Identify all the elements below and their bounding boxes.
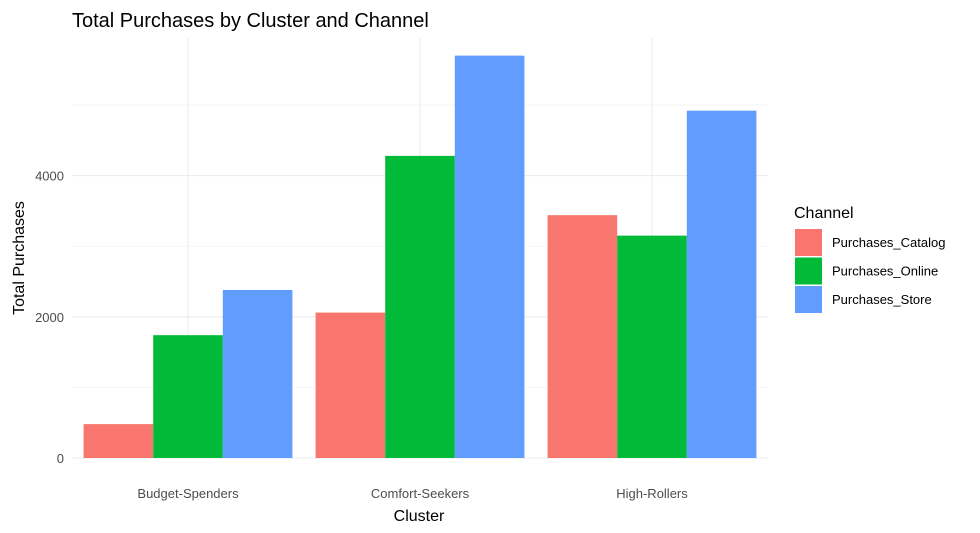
legend-label: Purchases_Catalog bbox=[832, 235, 945, 250]
bar-Purchases_Store-High-Rollers bbox=[686, 110, 757, 459]
bar-Purchases_Store-Comfort-Seekers bbox=[454, 55, 525, 458]
chart-title: Total Purchases by Cluster and Channel bbox=[72, 10, 429, 32]
bar-Purchases_Online-Budget-Spenders bbox=[153, 335, 223, 458]
bar-Purchases_Catalog-Comfort-Seekers bbox=[315, 312, 386, 458]
x-tick-label: Comfort-Seekers bbox=[371, 486, 470, 501]
legend-title: Channel bbox=[794, 205, 854, 222]
legend-swatch-Purchases_Store bbox=[795, 286, 822, 313]
bar-Purchases_Online-Comfort-Seekers bbox=[385, 155, 455, 458]
legend-swatch-Purchases_Catalog bbox=[795, 229, 822, 256]
x-tick-label: High-Rollers bbox=[616, 486, 688, 501]
x-axis-title: Cluster bbox=[394, 508, 445, 525]
y-tick-label: 4000 bbox=[35, 169, 64, 184]
y-axis-title: Total Purchases bbox=[11, 201, 28, 315]
y-axis-ticks: 0 2000 4000 bbox=[35, 169, 64, 466]
bar-Purchases_Store-Budget-Spenders bbox=[222, 290, 293, 458]
y-tick-label: 2000 bbox=[35, 310, 64, 325]
x-axis-ticks: Budget-Spenders Comfort-Seekers High-Rolle… bbox=[137, 486, 688, 501]
bar-Purchases_Catalog-High-Rollers bbox=[547, 215, 618, 458]
bars bbox=[83, 55, 757, 459]
bar-Purchases_Catalog-Budget-Spenders bbox=[83, 424, 154, 458]
legend-swatch-Purchases_Online bbox=[795, 257, 822, 285]
y-tick-label: 0 bbox=[57, 451, 64, 466]
legend-label: Purchases_Online bbox=[832, 264, 938, 279]
legend-label: Purchases_Store bbox=[832, 292, 932, 307]
legend: Channel Purchases_Catalog Purchases_Onlin… bbox=[794, 205, 945, 313]
bar-Purchases_Online-High-Rollers bbox=[617, 235, 687, 458]
x-tick-label: Budget-Spenders bbox=[137, 486, 239, 501]
